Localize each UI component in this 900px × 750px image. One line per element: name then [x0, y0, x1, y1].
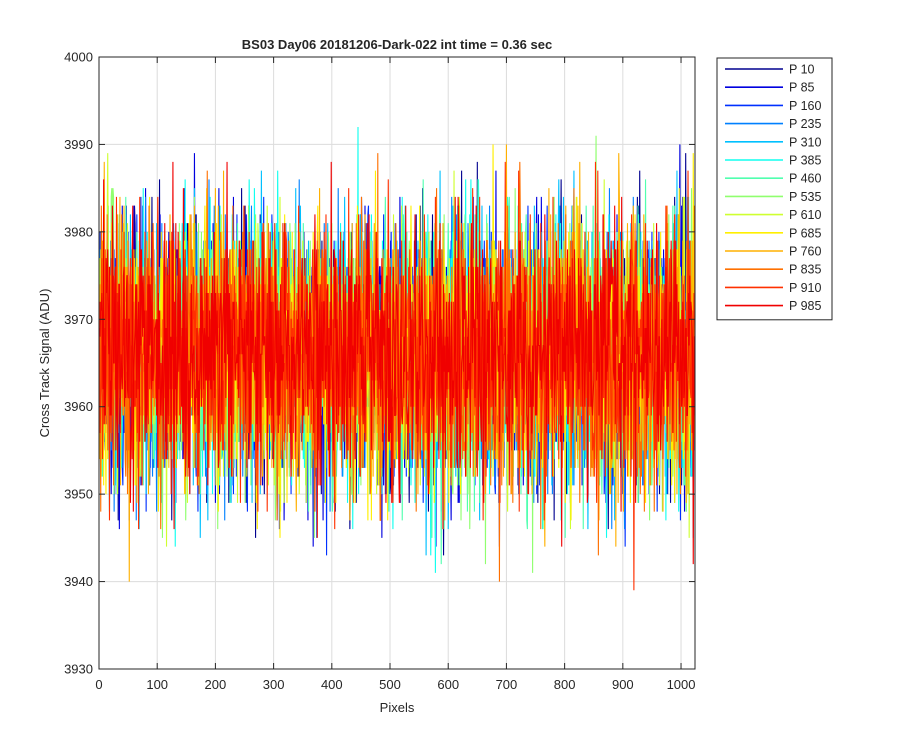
y-tick-label: 3980	[64, 224, 93, 239]
legend-label: P 85	[789, 81, 815, 95]
legend: P 10 P 85 P 160 P 235 P 310 P 385 P 460 P 535 P …	[716, 57, 833, 321]
axes-box	[98, 56, 696, 670]
x-tick-label: 300	[263, 677, 285, 692]
legend-label: P 985	[789, 299, 821, 313]
x-tick-label: 500	[379, 677, 401, 692]
x-tick-label: 400	[321, 677, 343, 692]
legend-label: P 610	[789, 208, 821, 222]
legend-label: P 385	[789, 154, 821, 168]
y-tick-label: 4000	[64, 50, 93, 65]
legend-label: P 160	[789, 99, 821, 113]
x-tick-label: 1000	[667, 677, 696, 692]
y-tick-label: 3970	[64, 312, 93, 327]
y-tick-label: 3990	[64, 137, 93, 152]
legend-label: P 310	[789, 135, 821, 149]
x-tick-label: 600	[437, 677, 459, 692]
legend-label: P 460	[789, 172, 821, 186]
x-tick-label: 900	[612, 677, 634, 692]
chart-title: BS03 Day06 20181206-Dark-022 int time = …	[242, 37, 552, 52]
y-tick-label: 3950	[64, 487, 93, 502]
x-tick-label: 800	[554, 677, 576, 692]
legend-label: P 685	[789, 226, 821, 240]
legend-label: P 235	[789, 117, 821, 131]
series-line	[99, 161, 695, 565]
legend-label: P 835	[789, 263, 821, 277]
legend-box	[716, 57, 833, 321]
y-tick-label: 3960	[64, 399, 93, 414]
x-axis-label: Pixels	[380, 700, 415, 715]
y-axis-label: Cross Track Signal (ADU)	[37, 289, 52, 438]
y-tick-label: 3930	[64, 662, 93, 677]
axis-ticks: 0 100 200 300 400 500 600 700 800 900 1000 3930 3940…	[64, 50, 695, 693]
series-layer	[99, 126, 695, 591]
legend-label: P 535	[789, 190, 821, 204]
x-tick-label: 200	[205, 677, 227, 692]
legend-label: P 10	[789, 63, 815, 77]
legend-label: P 760	[789, 245, 821, 259]
legend-label: P 910	[789, 281, 821, 295]
x-tick-label: 700	[496, 677, 518, 692]
x-tick-label: 100	[146, 677, 168, 692]
x-tick-label: 0	[95, 677, 102, 692]
y-tick-label: 3940	[64, 574, 93, 589]
